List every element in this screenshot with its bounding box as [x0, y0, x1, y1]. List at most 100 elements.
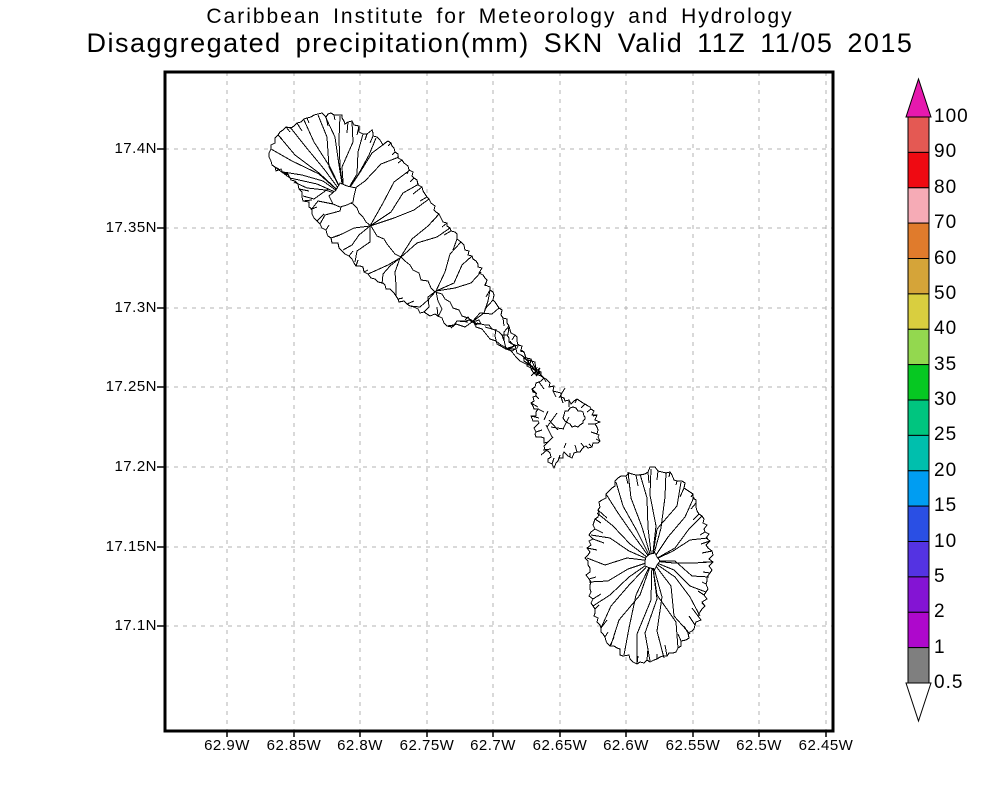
coastal-ridge-line: [692, 513, 700, 521]
coastal-ridge-line: [683, 625, 689, 634]
coastal-ridge-line: [590, 431, 598, 435]
colorbar-tick-label: 1: [934, 637, 946, 658]
colorbar-tick-label: 40: [934, 318, 958, 339]
coastal-ridge-line: [699, 531, 706, 536]
coastal-ridge-line: [530, 402, 539, 408]
coastal-ridge-line: [586, 547, 598, 551]
watershed-line: [651, 560, 679, 649]
colorbar-tick-label: 20: [934, 460, 958, 481]
watershed-line: [369, 183, 420, 227]
watershed-line: [289, 126, 345, 197]
coastal-ridge-line: [551, 457, 555, 465]
coastal-ridge-line: [397, 297, 404, 300]
x-axis-tick-label: 62.9W: [204, 737, 250, 754]
coastal-ridge-line: [431, 213, 440, 223]
colorbar-segment: [907, 151, 930, 189]
watershed-line: [526, 359, 537, 372]
coastal-ridge-line: [387, 142, 392, 147]
watershed-line: [651, 560, 701, 617]
coastal-ridge-line: [364, 133, 368, 141]
colorbar-tick-label: 15: [934, 495, 958, 516]
institute-title: Caribbean Institute for Meteorology and …: [206, 5, 794, 28]
watershed-line: [278, 135, 345, 197]
watershed-line: [623, 560, 653, 656]
coastal-ridge-line: [588, 576, 597, 580]
coastal-ridge-line: [452, 238, 458, 251]
x-axis-tick-label: 62.5W: [736, 737, 782, 754]
st-kitts-island: [268, 112, 545, 379]
coastal-ridge-line: [443, 230, 452, 236]
peninsula-terrain-line: [543, 410, 549, 421]
coastal-ridge-line: [586, 408, 592, 413]
coastal-ridge-line: [588, 443, 593, 448]
coastal-ridge-line: [609, 636, 615, 647]
coastal-ridge-line: [369, 135, 374, 144]
coastal-ridge-line: [646, 647, 649, 661]
watershed-line: [367, 257, 401, 275]
watershed-line: [435, 241, 462, 292]
watershed-line: [435, 271, 482, 292]
coastal-ridge-line: [538, 372, 545, 379]
watershed-line: [423, 290, 437, 313]
coastal-ridge-line: [446, 324, 455, 327]
coastal-ridge-line: [333, 114, 336, 121]
colorbar-segment: [907, 576, 930, 613]
x-axis-tick-label: 62.85W: [266, 737, 322, 754]
coastal-ridge-line: [348, 250, 354, 257]
watershed-line: [610, 560, 653, 646]
coastal-ridge-line: [476, 322, 482, 325]
coastal-ridge-line: [574, 444, 578, 453]
colorbar: [905, 77, 932, 723]
coastal-ridge-line: [468, 319, 478, 326]
coastal-ridge-line: [507, 344, 519, 349]
x-axis-tick-label: 62.7W: [470, 737, 516, 754]
coastal-ridge-line: [330, 234, 341, 239]
colorbar-segment: [907, 647, 930, 684]
coastal-ridge-line: [574, 398, 578, 404]
coastal-ridge-line: [523, 356, 531, 365]
colorbar-segment: [907, 293, 930, 330]
coastal-ridge-line: [537, 408, 545, 413]
peninsula-terrain-line: [546, 412, 558, 428]
coastal-ridge-line: [647, 471, 650, 484]
colorbar-tick-label: 25: [934, 424, 958, 445]
watershed-line: [627, 471, 653, 562]
watershed-line: [586, 557, 653, 566]
coastal-ridge-line: [594, 518, 602, 524]
watershed-line: [343, 133, 364, 197]
coastal-ridge-line: [511, 334, 516, 341]
colorbar-segment: [907, 470, 930, 507]
x-axis-tick-label: 62.8W: [337, 737, 383, 754]
coastal-ridge-line: [406, 169, 410, 175]
colorbar-over-arrow: [905, 77, 932, 118]
coastal-ridge-line: [436, 306, 439, 317]
coastal-ridge-line: [502, 317, 505, 327]
coastal-ridge-line: [697, 590, 705, 596]
x-axis-tick-label: 62.65W: [532, 737, 588, 754]
watershed-line: [271, 164, 345, 197]
colorbar-tick-label: 10: [934, 531, 958, 552]
southeast-peninsula: [530, 377, 602, 470]
watershed-line: [651, 515, 703, 562]
coastal-ridge-line: [409, 177, 415, 183]
colorbar-segment: [907, 258, 930, 295]
coastal-ridge-line: [625, 475, 629, 485]
coastal-ridge-line: [484, 279, 488, 287]
coastal-ridge-line: [656, 470, 659, 481]
axis-ticks: [157, 148, 827, 737]
coastal-ridge-line: [316, 213, 325, 222]
watershed-line: [651, 560, 691, 635]
y-axis-tick-label: 17.2N: [114, 458, 157, 475]
coastal-ridge-line: [675, 480, 678, 486]
coastal-ridge-line: [677, 633, 682, 642]
coastal-ridge-line: [456, 320, 469, 323]
watershed-line: [381, 257, 401, 285]
watershed-line: [605, 493, 653, 562]
coastal-ridge-line: [519, 350, 525, 353]
coastal-ridge-line: [485, 289, 491, 298]
coastal-ridge-line: [535, 429, 543, 433]
gridlines: [165, 72, 833, 731]
coastal-ridge-line: [535, 395, 540, 400]
